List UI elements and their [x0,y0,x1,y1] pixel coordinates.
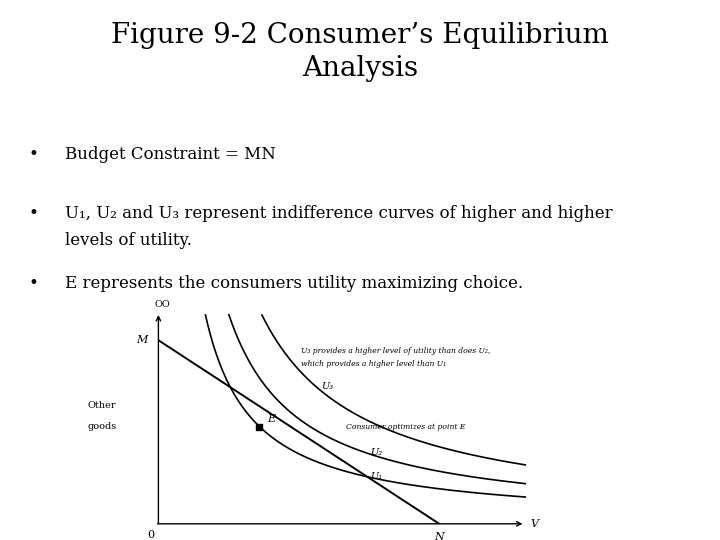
Text: •: • [29,205,39,222]
Text: Consumer optimizes at point E: Consumer optimizes at point E [346,423,465,430]
Text: N: N [434,532,444,540]
Text: U₁: U₁ [370,471,382,481]
Text: •: • [29,275,39,292]
Text: which provides a higher level than U₁: which provides a higher level than U₁ [301,360,446,368]
Text: Other: Other [88,401,117,409]
Text: Budget Constraint = MN: Budget Constraint = MN [65,146,276,163]
Text: •: • [29,146,39,163]
Text: Figure 9-2 Consumer’s Equilibrium
Analysis: Figure 9-2 Consumer’s Equilibrium Analys… [111,22,609,82]
Text: 0: 0 [148,530,155,540]
Text: E represents the consumers utility maximizing choice.: E represents the consumers utility maxim… [65,275,523,292]
Text: goods: goods [88,422,117,431]
Text: U₃: U₃ [321,382,333,391]
Text: U₂: U₂ [370,448,382,457]
Text: U₁, U₂ and U₃ represent indifference curves of higher and higher: U₁, U₂ and U₃ represent indifference cur… [65,205,613,222]
Text: levels of utility.: levels of utility. [65,232,192,249]
Text: V: V [531,519,539,529]
Text: M: M [136,335,147,345]
Text: U₃ provides a higher level of utility than does U₂,: U₃ provides a higher level of utility th… [301,347,490,355]
Text: OO: OO [154,300,170,309]
Text: E: E [267,414,275,424]
